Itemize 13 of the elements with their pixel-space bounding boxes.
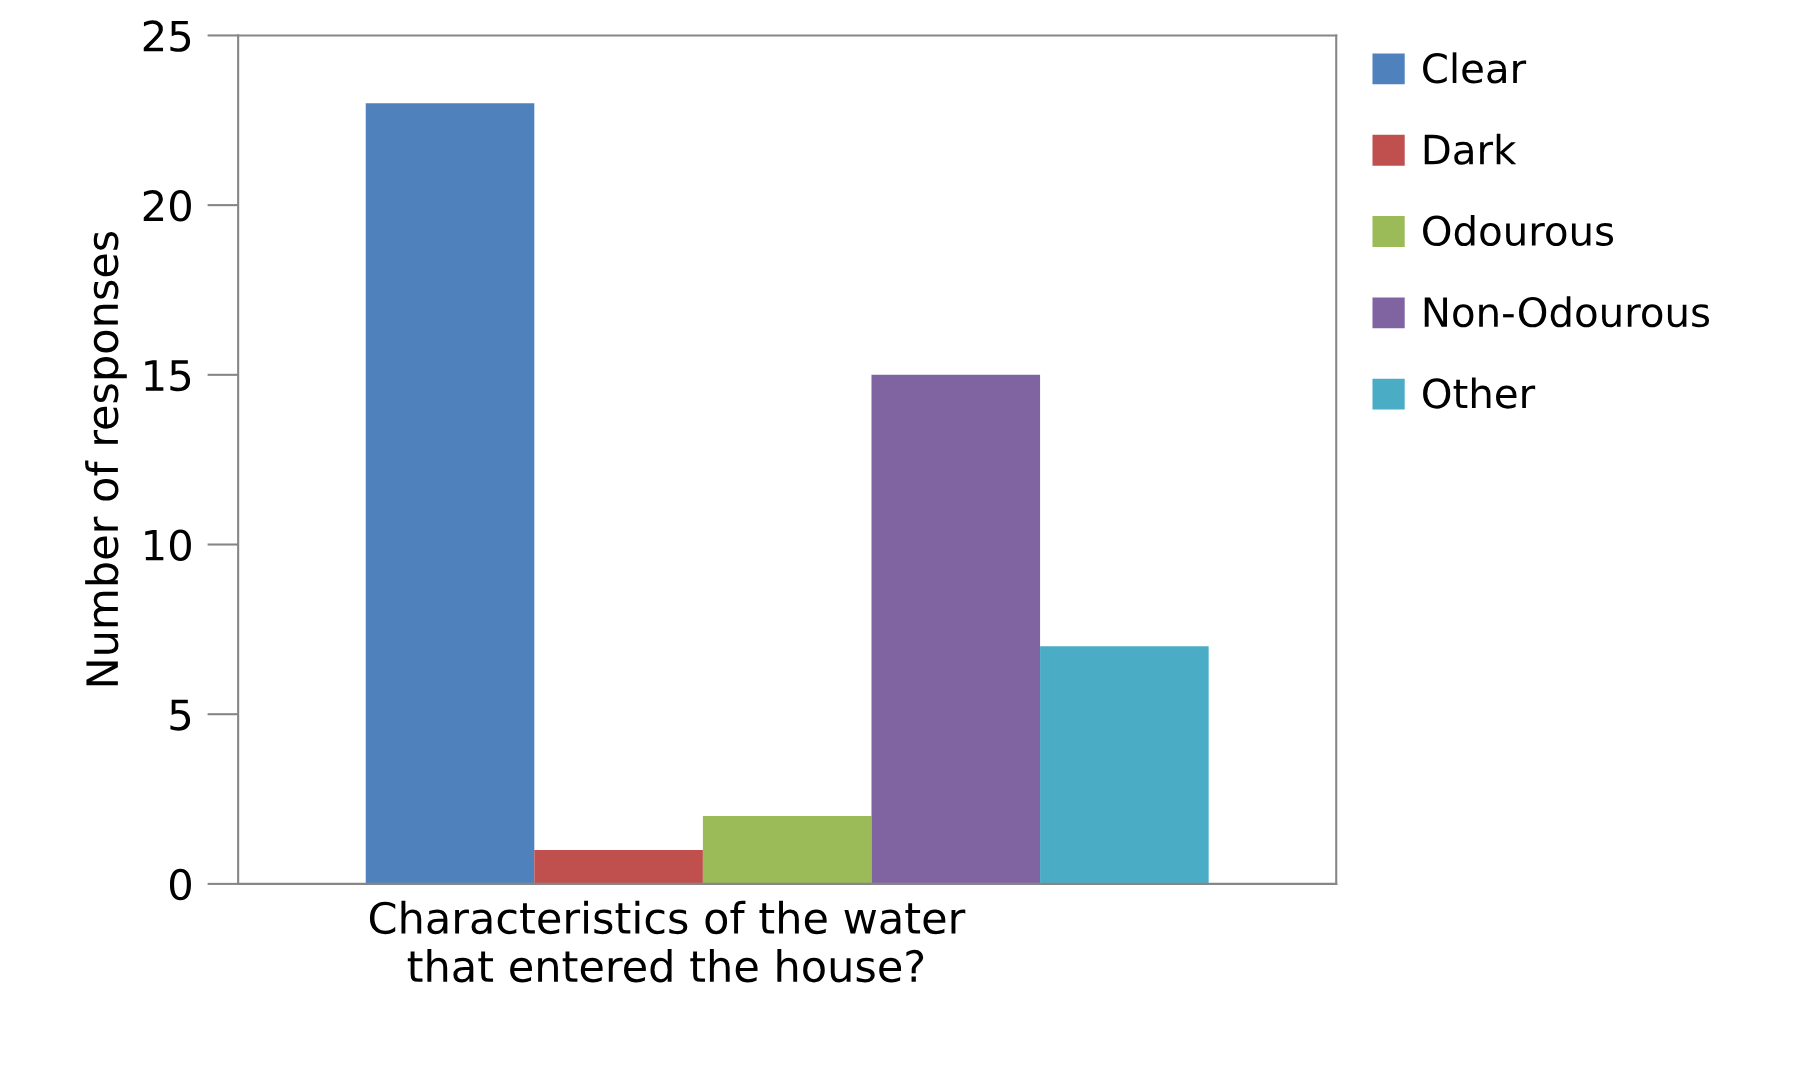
y-axis-title: Number of responses — [85, 231, 127, 686]
y-tick-label: 20 — [143, 190, 191, 222]
y-tick-label: 25 — [143, 20, 191, 52]
x-axis-title: Characteristics of the water that entered the house? — [369, 900, 966, 983]
legend-label: Non-Odourous — [1424, 296, 1710, 328]
y-tick-label: 5 — [170, 699, 191, 731]
legend-label: Odourous — [1423, 214, 1614, 247]
y-tick-label: 0 — [169, 868, 191, 901]
legend-label: Clear — [1423, 52, 1527, 84]
legend-label: Dark — [1424, 133, 1517, 165]
y-tick-label: 15 — [145, 360, 191, 392]
legend-label: Other — [1423, 377, 1536, 409]
y-tick-label: 10 — [145, 529, 191, 561]
